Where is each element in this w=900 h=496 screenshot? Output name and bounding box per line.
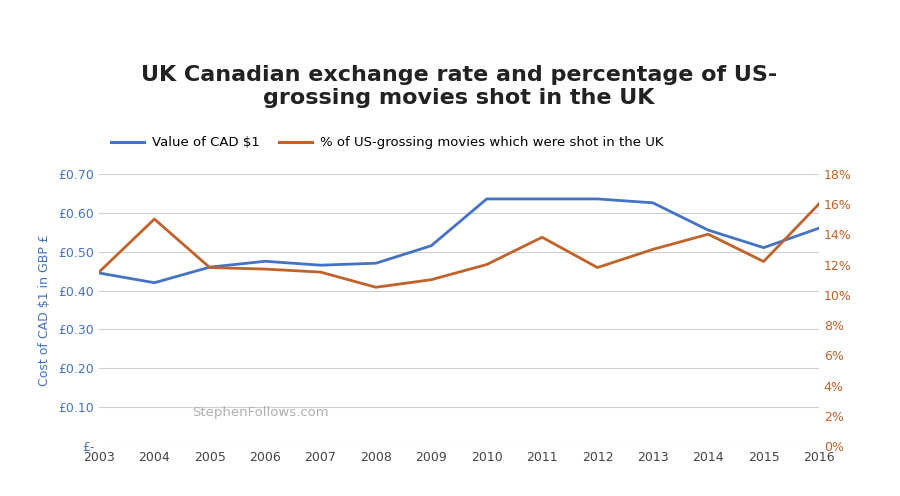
Text: StephenFollows.com: StephenFollows.com — [193, 406, 329, 419]
Y-axis label: Cost of CAD $1 in GBP £: Cost of CAD $1 in GBP £ — [39, 234, 51, 386]
Legend: Value of CAD $1, % of US-grossing movies which were shot in the UK: Value of CAD $1, % of US-grossing movies… — [105, 131, 669, 155]
Title: UK Canadian exchange rate and percentage of US-
grossing movies shot in the UK: UK Canadian exchange rate and percentage… — [141, 65, 777, 108]
